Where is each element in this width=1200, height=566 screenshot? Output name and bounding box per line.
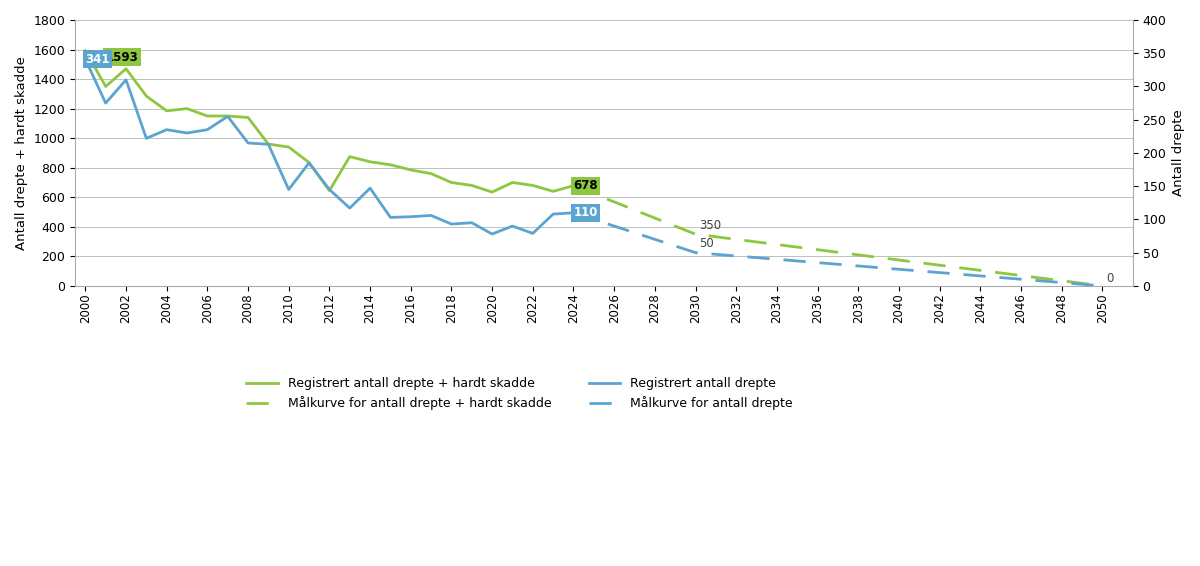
Text: 350: 350 [700, 219, 721, 232]
Text: 50: 50 [700, 237, 714, 250]
Y-axis label: Antall drepte + hardt skadde: Antall drepte + hardt skadde [14, 56, 28, 250]
Legend: Registrert antall drepte + hardt skadde, Målkurve for antall drepte + hardt skad: Registrert antall drepte + hardt skadde,… [241, 372, 798, 415]
Text: 110: 110 [574, 206, 598, 219]
Y-axis label: Antall drepte: Antall drepte [1172, 110, 1186, 196]
Text: 0: 0 [1106, 272, 1114, 285]
Text: 1593: 1593 [106, 50, 138, 63]
Text: 341: 341 [85, 53, 110, 66]
Text: 678: 678 [574, 179, 598, 192]
